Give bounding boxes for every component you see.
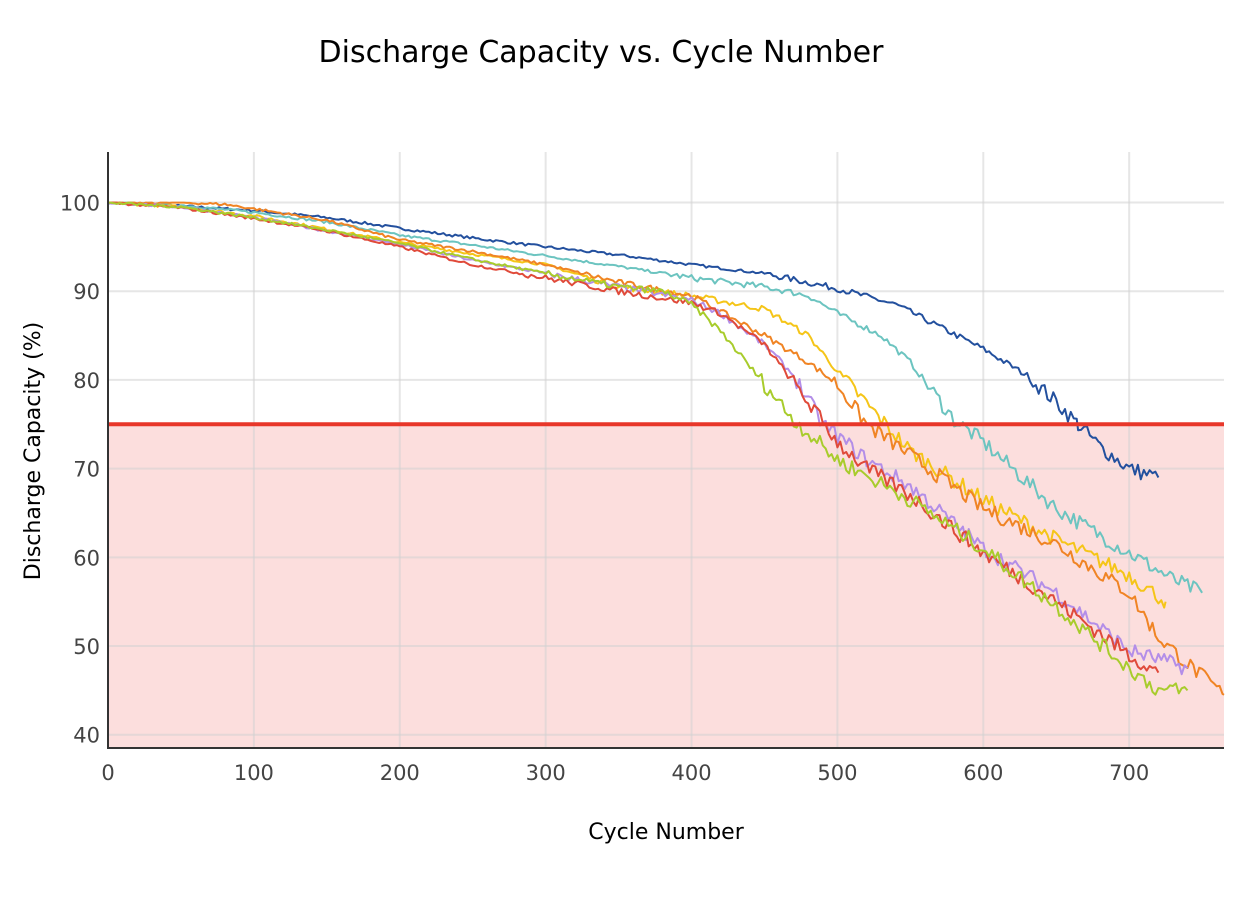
y-tick-label: 70 [73,458,100,482]
x-tick-label: 600 [963,761,1003,785]
plot-area [107,152,1225,749]
threshold-region [108,424,1224,748]
series-line-7 [108,201,1189,696]
x-tick-label: 500 [817,761,857,785]
y-tick-label: 80 [73,369,100,393]
y-axis-ticks: 40 50 60 70 80 90 100 [60,192,100,748]
x-tick-label: 0 [101,761,114,785]
y-tick-label: 50 [73,635,100,659]
x-tick-label: 100 [234,761,274,785]
series-line-2 [107,201,1203,594]
x-tick-label: 300 [526,761,566,785]
grid-lines [108,152,1224,748]
y-axis-title: Discharge Capacity (%) [21,322,46,580]
y-tick-label: 90 [73,280,100,304]
x-tick-label: 400 [671,761,711,785]
x-axis-ticks: 0 100 200 300 400 500 600 700 [101,761,1149,785]
y-tick-label: 60 [73,546,100,570]
y-tick-label: 100 [60,192,100,216]
y-tick-label: 40 [73,724,100,748]
x-tick-label: 200 [380,761,420,785]
series-group [107,201,1225,696]
chart-title: Discharge Capacity vs. Cycle Number [319,35,885,70]
x-tick-label: 700 [1109,761,1149,785]
x-axis-title: Cycle Number [588,820,744,845]
